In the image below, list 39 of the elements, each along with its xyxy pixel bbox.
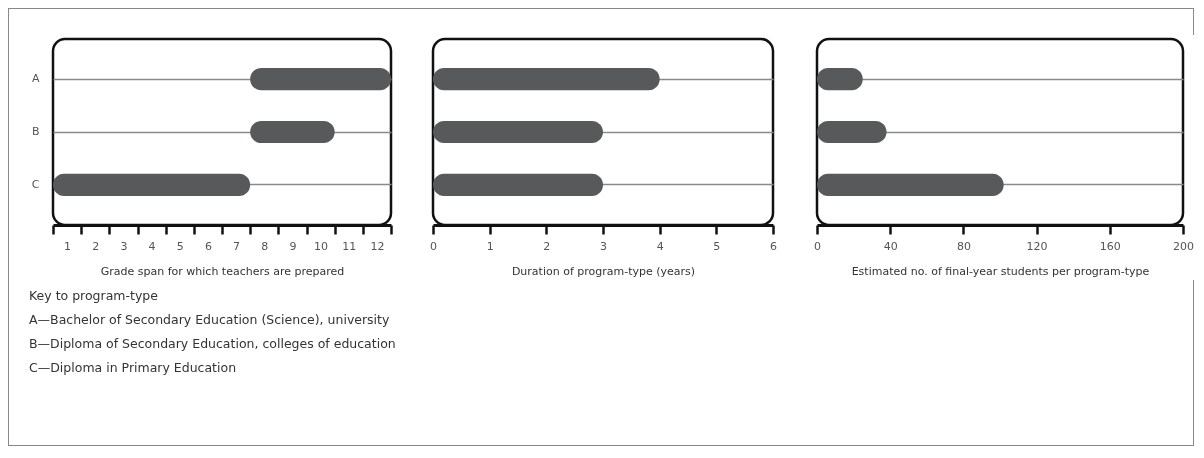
bar [250,120,335,144]
x-tick-label: 0 [814,239,821,253]
text: C—Diploma in Primary Education [29,359,238,377]
x-tick-label: 9 [289,239,297,253]
x-tick-label: 11 [342,239,357,253]
y-tick-label: A [31,72,40,86]
y-tick-label: B [31,125,40,138]
x-tick-label: 80 [956,239,971,253]
x-tick-label: 5 [176,239,184,253]
x-tick-label: 3 [120,239,128,253]
x-tick-label: 2 [92,239,100,253]
text: B—Diploma of Secondary Education, colleges of education [29,335,397,353]
x-tick-label: 1 [486,239,494,253]
text: A—Bachelor of Secondary Education (Science), university [29,311,391,329]
x-tick-label: 6 [770,239,777,253]
x-axis-title: Estimated no. of final-year students per program-type [851,264,1150,278]
x-tick-label: 1 [64,239,72,253]
x-tick-label: 7 [233,239,241,253]
x-tick-label: 6 [204,239,212,253]
x-tick-label: 2 [543,239,551,253]
x-tick-label: 160 [1099,239,1121,253]
x-tick-label: 12 [370,239,385,253]
x-tick-label: 4 [148,239,156,253]
bar [250,68,391,91]
bar [53,173,251,196]
x-tick-label: 10 [314,239,329,253]
x-tick-label: 200 [1173,239,1194,253]
x-axis-title: Duration of program-type (years) [511,264,696,278]
x-tick-label: 4 [656,239,664,253]
x-tick-label: 3 [600,239,607,253]
x-tick-label: 40 [883,239,898,253]
y-tick-label: C [31,177,40,191]
text: Key to program-type [29,287,159,305]
x-tick-label: 0 [430,239,437,253]
x-tick-label: 8 [261,239,269,253]
x-axis-title: Grade span for which teachers are prepared [100,264,345,278]
x-tick-label: 5 [713,239,721,253]
x-tick-label: 120 [1026,239,1048,253]
bar [817,173,1004,196]
